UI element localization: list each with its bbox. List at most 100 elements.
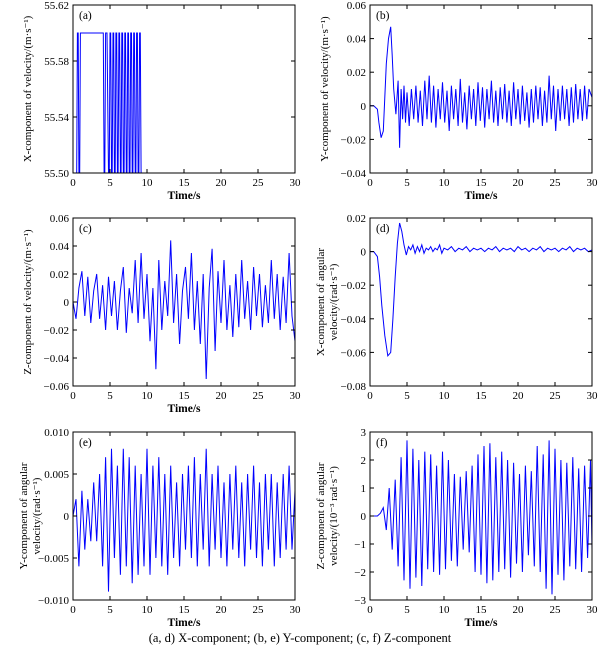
y-axis-label: Z-component of velocity/(m·s⁻¹) [22,229,34,375]
series-line [370,440,592,595]
x-axis-label: Time/s [167,403,201,415]
x-tick-label: 25 [550,390,562,402]
y-tick-label: 0.010 [44,427,69,439]
x-tick-label: 15 [476,604,488,616]
x-tick-label: 0 [367,390,373,402]
x-tick-label: 5 [107,604,113,616]
y-tick-label: −0.005 [38,553,69,565]
x-tick-label: 30 [290,604,302,616]
x-tick-label: 0 [70,390,76,402]
series-line [370,222,592,357]
y-tick-label: −0.06 [44,381,70,393]
plot-frame [72,217,296,387]
y-tick-label: −0.04 [44,353,70,365]
y-tick-label: 0 [361,101,367,113]
x-tick-label: 15 [476,390,488,402]
y-axis-label-line: velocity/(rad·s⁻¹) [328,263,340,340]
x-tick-label: 5 [404,177,410,189]
x-tick-label: 15 [179,390,191,402]
series-line [370,26,592,148]
x-tick-label: 25 [550,177,562,189]
plot-frame [369,4,593,174]
x-axis-label: Time/s [167,617,201,629]
x-tick-label: 5 [107,390,113,402]
y-axis-label-line: velocity/(10⁻³ rad·s⁻¹) [328,466,340,566]
y-tick-label: 0 [361,247,367,259]
x-tick-label: 0 [367,177,373,189]
x-tick-label: 20 [216,390,228,402]
plot-frame [72,4,296,174]
y-tick-label: −0.08 [341,381,367,393]
panel-label: (d) [376,223,390,235]
y-axis-label: Y-component of velocity/(m·s⁻¹) [319,16,331,162]
y-tick-label: 0.04 [347,34,367,46]
x-tick-label: 15 [179,604,191,616]
figure-caption: (a, d) X-component; (b, e) Y-component; … [148,631,452,645]
y-tick-label: −1 [354,539,366,551]
x-tick-label: 0 [367,604,373,616]
y-tick-label: 0 [361,511,367,523]
x-axis-label: Time/s [167,190,201,202]
y-tick-label: 0.04 [50,241,70,253]
panel-label: (b) [376,10,390,22]
x-tick-label: 10 [142,390,154,402]
chart-panel-6: 0 5 10 15 20 25 30 −3 −2 −1 0 1 2 3 (f) Time/s Z-compone… [315,427,598,629]
y-tick-label: −0.010 [38,595,69,607]
series-line [73,240,295,380]
y-tick-label: 3 [361,427,367,439]
x-tick-label: 10 [439,390,451,402]
y-tick-label: −2 [354,567,366,579]
y-tick-label: 0.06 [347,0,367,12]
x-tick-label: 5 [404,390,410,402]
chart-panel-4: 0 5 10 15 20 25 30 −0.08 −0.06 −0.04 −0.02 0 0.02 (d)… [315,213,598,402]
y-tick-label: 0 [64,511,70,523]
x-tick-label: 10 [439,177,451,189]
x-tick-label: 30 [290,177,302,189]
y-tick-label: 0.02 [347,67,366,79]
x-tick-label: 0 [70,177,76,189]
panel-label: (e) [79,437,92,449]
x-tick-label: 10 [439,604,451,616]
x-tick-label: 5 [107,177,113,189]
x-axis-label: Time/s [464,617,498,629]
y-tick-label: 55.54 [44,112,69,124]
series-line [73,448,295,592]
y-tick-label: 2 [361,455,367,467]
y-tick-label: 55.50 [44,168,69,180]
y-tick-label: −0.02 [341,134,366,146]
y-tick-label: 55.62 [44,0,69,12]
y-tick-label: 0 [64,297,70,309]
x-tick-label: 20 [216,604,228,616]
x-tick-label: 10 [142,604,154,616]
x-tick-label: 0 [70,604,76,616]
panel-label: (c) [79,223,92,235]
y-tick-label: 0.005 [44,469,69,481]
y-axis-label-line: Y-component of angular [18,462,30,569]
x-tick-label: 10 [142,177,154,189]
y-tick-label: −0.04 [341,168,367,180]
x-tick-label: 25 [253,604,265,616]
y-axis-label-line: Z-component of angular [315,462,327,569]
x-tick-label: 25 [253,177,265,189]
x-tick-label: 5 [404,604,410,616]
x-tick-label: 30 [587,390,599,402]
y-tick-label: −0.06 [341,347,367,359]
y-tick-label: −3 [354,595,366,607]
x-tick-label: 30 [290,390,302,402]
y-axis-label-line: X-component of angular [315,248,327,356]
x-axis-label: Time/s [464,190,498,202]
y-tick-label: 1 [361,483,367,495]
panel-label: (a) [79,10,92,22]
panel-label: (f) [376,437,388,449]
x-tick-label: 20 [513,177,525,189]
x-tick-label: 30 [587,604,599,616]
x-tick-label: 15 [476,177,488,189]
chart-panel-2: 0 5 10 15 20 25 30 −0.04 −0.02 0 0.02 0.04 0.06 (b) Ti… [319,0,598,202]
y-tick-label: −0.02 [341,280,366,292]
chart-panel-1: 0 5 10 15 20 25 30 55.50 55.54 55.58 55.62 (a) Time/… [22,0,301,202]
x-tick-label: 25 [253,390,265,402]
x-tick-label: 25 [550,604,562,616]
x-tick-label: 20 [513,390,525,402]
x-tick-label: 30 [587,177,599,189]
